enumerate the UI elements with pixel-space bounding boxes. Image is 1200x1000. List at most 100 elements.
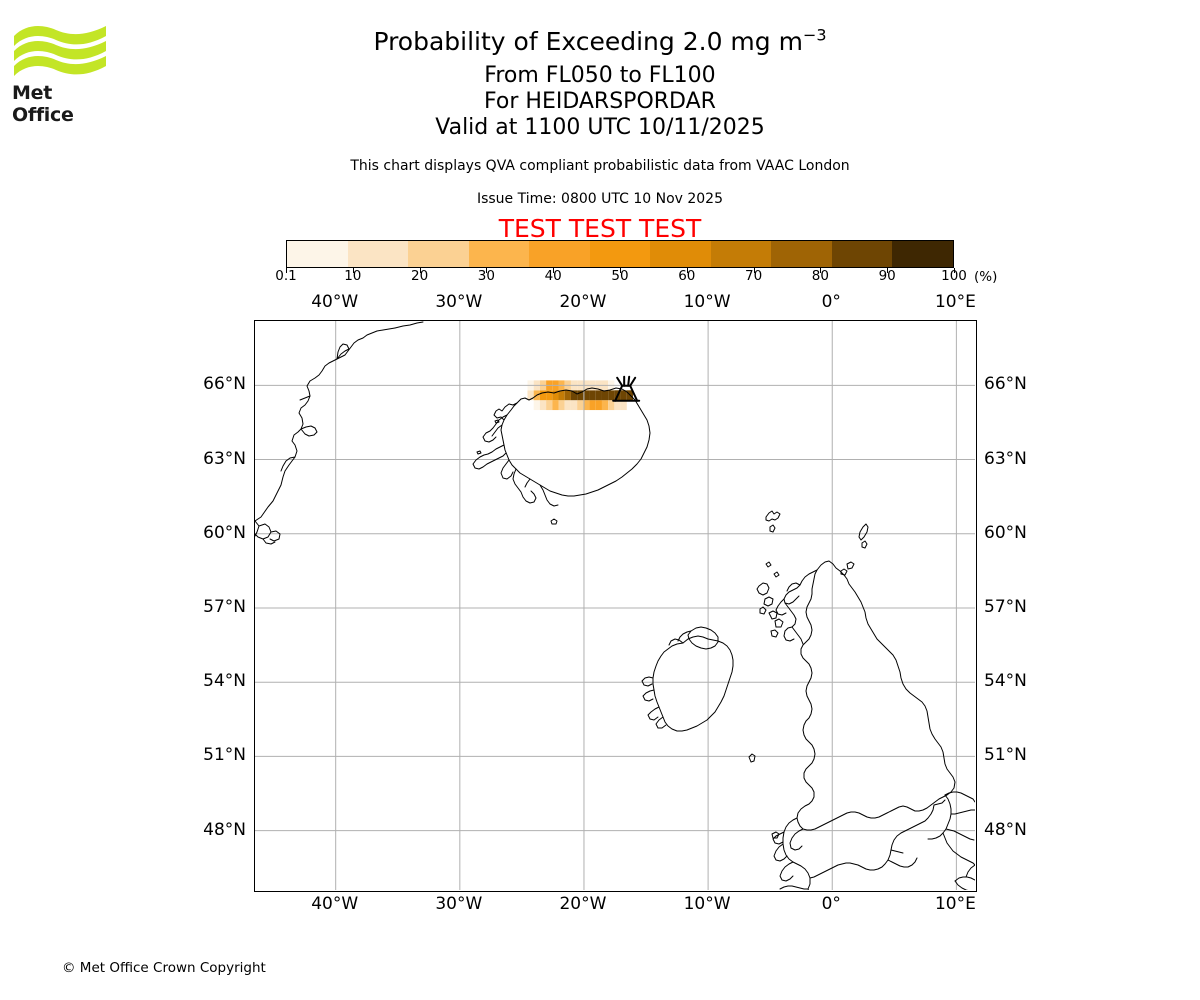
copyright-footer: © Met Office Crown Copyright: [62, 960, 266, 976]
colorbar-segment-7: [710, 241, 772, 267]
test-banner: TEST TEST TEST: [498, 214, 702, 243]
page-title: Probability of Exceeding 2.0 mg m−3: [0, 27, 1200, 57]
ash-cell: [620, 390, 627, 401]
ash-cell: [570, 400, 578, 411]
ash-cell: [546, 390, 553, 401]
colorbar-tick-20: [419, 268, 421, 273]
colorbar-label-60: 60: [678, 268, 696, 284]
lat-tick-right-54°N: 54°N: [984, 671, 1027, 692]
ash-cell: [564, 400, 571, 411]
colorbar-tick-80: [820, 268, 822, 273]
ash-cell: [564, 390, 571, 401]
colorbar-label-50: 50: [611, 268, 629, 284]
colorbar-tick-100: [954, 268, 955, 273]
ash-cell: [601, 400, 609, 411]
main-title-text: Probability of Exceeding 2.0 mg m: [373, 27, 803, 56]
lat-tick-left-51°N: 51°N: [203, 745, 246, 766]
valid-time-line: Valid at 1100 UTC 10/11/2025: [435, 115, 765, 140]
lat-tick-right-51°N: 51°N: [984, 745, 1027, 766]
ash-cell: [546, 400, 553, 411]
colorbar-label-20: 20: [411, 268, 429, 284]
lat-tick-left-54°N: 54°N: [203, 671, 246, 692]
flight-level-range: From FL050 to FL100: [484, 63, 716, 88]
colorbar-segment-8: [771, 241, 832, 267]
colorbar-segment-1: [347, 241, 409, 267]
ash-cell: [583, 400, 590, 411]
probability-colorbar: [286, 240, 955, 273]
lon-tick-top-30°W: 30°W: [435, 292, 483, 312]
volcano-icon-stroke-4: [627, 375, 631, 387]
lon-tick-bottom-20°W: 20°W: [559, 894, 607, 914]
lat-tick-right-57°N: 57°N: [984, 596, 1027, 617]
ash-cell: [614, 400, 621, 411]
lon-tick-top-40°W: 40°W: [311, 292, 359, 312]
colorbar-label-30: 30: [477, 268, 495, 284]
ash-cell: [589, 390, 596, 401]
ash-cell: [583, 390, 590, 401]
map-gridlines: [255, 321, 975, 890]
qva-compliance-note: This chart displays QVA compliant probab…: [350, 158, 850, 174]
colorbar-segment-5: [589, 241, 651, 267]
volcano-name-line: For HEIDARSPORDAR: [484, 89, 716, 114]
colorbar-segment-9: [831, 241, 893, 267]
met-office-waves-icon: [14, 26, 106, 76]
lon-tick-bottom-0°: 0°: [821, 894, 841, 914]
lon-tick-bottom-30°W: 30°W: [435, 894, 483, 914]
lon-tick-bottom-10°W: 10°W: [683, 894, 731, 914]
ash-cell: [595, 400, 602, 411]
volcano-icon-stroke-1: [616, 376, 624, 387]
colorbar-tick-60: [686, 268, 688, 273]
volcano-icon-stroke-0: [614, 384, 639, 402]
map-svg: [255, 321, 975, 890]
volcano-icon-stroke-2: [629, 376, 637, 387]
ash-cell: [558, 400, 565, 411]
ash-cell: [608, 390, 615, 401]
met-office-logo: Met Office: [12, 20, 108, 126]
lat-tick-left-48°N: 48°N: [203, 819, 246, 840]
colorbar-label-10: 10: [344, 268, 362, 284]
colorbar-segment-6: [650, 241, 711, 267]
lon-tick-top-10°E: 10°E: [934, 292, 976, 312]
colorbar-label-90: 90: [878, 268, 896, 284]
colorbar-label-40: 40: [544, 268, 562, 284]
met-office-logo-text: Met Office: [12, 82, 74, 126]
issue-time-line: Issue Time: 0800 UTC 10 Nov 2025: [476, 191, 724, 207]
ash-cell: [552, 400, 559, 411]
lon-tick-top-10°W: 10°W: [683, 292, 731, 312]
colorbar-segment-0: [287, 241, 348, 267]
colorbar-tick-10: [352, 268, 354, 273]
main-title-exponent: −3: [802, 25, 827, 45]
lat-tick-left-66°N: 66°N: [203, 374, 246, 395]
ash-cell: [527, 390, 534, 401]
ash-cell: [539, 400, 547, 411]
map-canvas[interactable]: [254, 320, 977, 892]
colorbar-tick-0.1: [286, 268, 287, 273]
ash-cell: [558, 390, 565, 401]
colorbar-gradient: [286, 240, 954, 268]
lon-tick-bottom-10°E: 10°E: [934, 894, 976, 914]
lon-tick-bottom-40°W: 40°W: [311, 894, 359, 914]
ash-cell: [595, 390, 602, 401]
colorbar-tick-50: [620, 268, 621, 273]
coastlines: [255, 321, 975, 890]
lat-tick-left-63°N: 63°N: [203, 448, 246, 469]
colorbar-label-70: 70: [745, 268, 763, 284]
colorbar-tick-30: [486, 268, 488, 273]
ash-cell: [589, 400, 596, 411]
colorbar-segment-3: [468, 241, 530, 267]
colorbar-unit-label: (%): [974, 269, 998, 285]
colorbar-tick-labels: 0.1 10 20 30 40 50 60 70 80 90 100: [0, 268, 1200, 288]
volcano-marker-icon: [612, 375, 641, 402]
ash-cell: [533, 400, 540, 411]
colorbar-tick-70: [753, 268, 755, 273]
ash-cell: [608, 400, 615, 411]
lon-tick-top-0°: 0°: [821, 292, 841, 312]
colorbar-segment-2: [408, 241, 469, 267]
colorbar-tick-90: [887, 268, 889, 273]
lat-tick-right-48°N: 48°N: [984, 819, 1027, 840]
lat-tick-left-60°N: 60°N: [203, 522, 246, 543]
colorbar-label-80: 80: [811, 268, 829, 284]
ash-cell: [620, 400, 627, 411]
lat-tick-left-57°N: 57°N: [203, 596, 246, 617]
colorbar-tick-40: [553, 268, 555, 273]
